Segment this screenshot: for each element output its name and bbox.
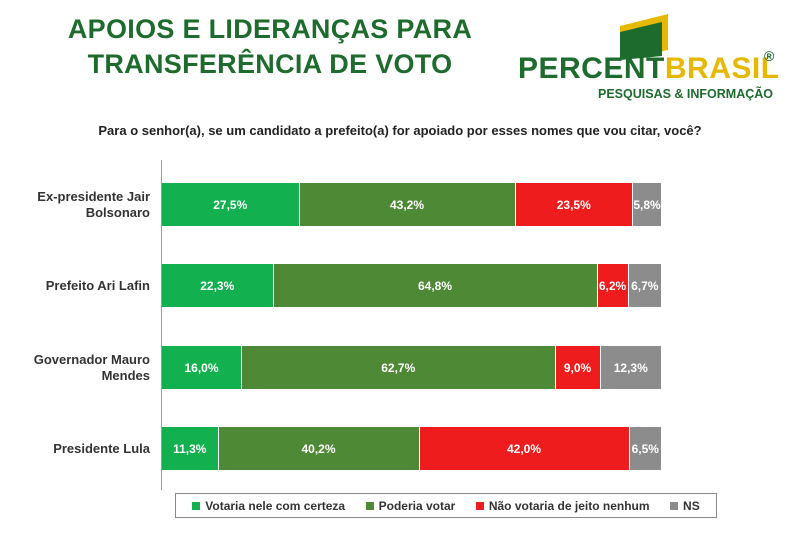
bar-segment: 27,5% — [162, 183, 300, 226]
bar-row: 27,5% 43,2% 23,5% 5,8% — [162, 183, 662, 226]
category-label-line: Ex-presidente Jair — [37, 188, 150, 204]
legend-label: Não votaria de jeito nenhum — [488, 498, 650, 513]
page-title: APOIOS E LIDERANÇAS PARA TRANSFERÊNCIA D… — [20, 12, 520, 82]
legend-label: Votaria nele com certeza — [205, 498, 346, 513]
title-line-1: APOIOS E LIDERANÇAS PARA — [67, 14, 473, 44]
logo-brand: PERCENTBRASIL — [518, 52, 780, 86]
category-label: Ex-presidente Jair Bolsonaro — [20, 183, 150, 226]
percentbrasil-logo: PERCENTBRASIL ® PESQUISAS & INFORMAÇÃO — [518, 8, 788, 103]
bar-segment: 62,7% — [242, 346, 556, 389]
bar-segment: 23,5% — [515, 183, 633, 226]
bar-segment: 9,0% — [555, 346, 601, 389]
legend-swatch — [475, 501, 484, 510]
bar-segment: 40,2% — [218, 427, 420, 470]
category-label-line: Mendes — [101, 367, 150, 383]
category-label-line: Prefeito Ari Lafin — [45, 277, 150, 293]
legend-item: Votaria nele com certeza — [192, 499, 345, 513]
flag-logo-icon — [620, 14, 668, 60]
bar-segment: 42,0% — [419, 427, 630, 470]
legend-label: Poderia votar — [378, 498, 456, 513]
bar-segment: 6,2% — [597, 264, 629, 307]
chart-legend: Votaria nele com certeza Poderia votar Não… — [175, 493, 717, 518]
legend-swatch — [670, 501, 679, 510]
legend-item: Não votaria de jeito nenhum — [475, 498, 650, 513]
bar-segment: 12,3% — [600, 346, 662, 389]
bar-row: 16,0% 62,7% 9,0% 12,3% — [162, 346, 662, 389]
bar-segment: 11,3% — [162, 427, 219, 470]
category-label: Prefeito Ari Lafin — [20, 264, 150, 307]
bar-segment: 43,2% — [299, 183, 516, 226]
bar-segment: 5,8% — [633, 183, 662, 226]
legend-item: Poderia votar — [365, 498, 456, 513]
legend-label: NS — [683, 498, 700, 513]
bar-segment: 6,7% — [628, 264, 662, 307]
registered-mark: ® — [764, 48, 775, 64]
legend-swatch — [192, 501, 201, 510]
category-label-line: Presidente Lula — [53, 440, 150, 456]
logo-subtitle: PESQUISAS & INFORMAÇÃO — [598, 87, 774, 101]
logo-brand-part2: BRASIL — [664, 52, 780, 85]
category-label: Governador Mauro Mendes — [20, 346, 150, 389]
bar-row: 22,3% 64,8% 6,2% 6,7% — [162, 264, 662, 307]
bar-segment: 6,5% — [629, 427, 662, 470]
category-label-line: Governador Mauro — [33, 351, 150, 367]
category-label-line: Bolsonaro — [85, 204, 150, 220]
bar-segment: 16,0% — [162, 346, 242, 389]
chart-axis-line — [161, 160, 162, 490]
legend-item: NS — [670, 499, 700, 513]
legend-swatch — [365, 501, 374, 510]
bar-row: 11,3% 40,2% 42,0% 6,5% — [162, 427, 662, 470]
bar-segment: 64,8% — [273, 264, 598, 307]
chart-question: Para o senhor(a), se um candidato a pref… — [98, 123, 702, 138]
title-line-2: TRANSFERÊNCIA DE VOTO — [87, 49, 453, 79]
category-label: Presidente Lula — [20, 427, 150, 470]
logo-brand-part1: PERCENT — [518, 52, 665, 85]
bar-segment: 22,3% — [162, 264, 274, 307]
